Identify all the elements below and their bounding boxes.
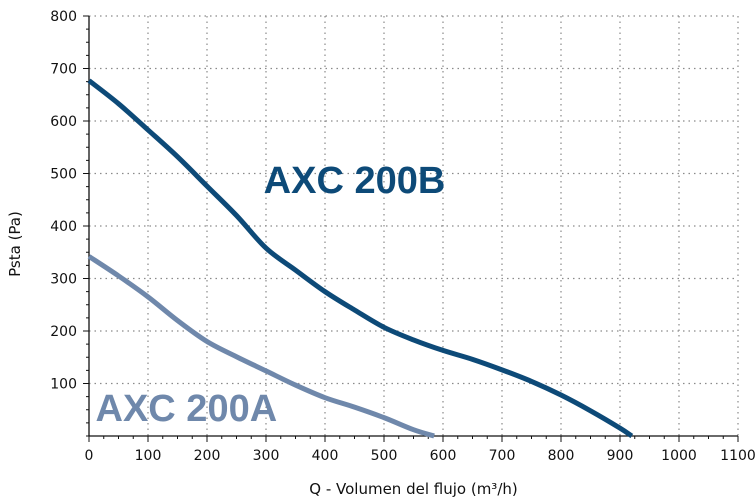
- series-label-0: AXC 200B: [264, 160, 446, 202]
- y-tick-label: 600: [50, 114, 77, 130]
- x-tick-label: 400: [312, 448, 339, 464]
- series-line-1: [87, 254, 435, 439]
- series: [87, 78, 634, 439]
- series-label-1: AXC 200A: [96, 388, 278, 430]
- x-tick-label: 600: [430, 448, 457, 464]
- y-tick-label: 800: [50, 9, 77, 25]
- series-line-0: [87, 78, 634, 439]
- y-axis-title: Psta (Pa): [6, 211, 24, 277]
- x-tick-label: 700: [489, 448, 516, 464]
- x-tick-label: 800: [548, 448, 575, 464]
- x-tick-label: 0: [85, 448, 94, 464]
- x-tick-label: 200: [194, 448, 221, 464]
- x-tick-label: 500: [371, 448, 398, 464]
- y-tick-label: 500: [50, 167, 77, 183]
- y-tick-label: 700: [50, 62, 77, 78]
- axis-ticks: 0 100 200 300 400 500 600 700 800 900 1000 1100 100 2…: [50, 9, 756, 464]
- x-tick-label: 100: [135, 448, 162, 464]
- x-tick-label: 300: [253, 448, 280, 464]
- series-labels: AXC 200B AXC 200A: [96, 160, 446, 430]
- y-tick-label: 200: [50, 324, 77, 340]
- y-tick-label: 100: [50, 377, 77, 393]
- x-tick-label: 1000: [661, 448, 697, 464]
- y-tick-label: 400: [50, 219, 77, 235]
- y-tick-label: 300: [50, 272, 77, 288]
- x-tick-label: 900: [607, 448, 634, 464]
- x-tick-label: 1100: [720, 448, 756, 464]
- grid: [89, 15, 739, 436]
- x-axis-title: Q - Volumen del flujo (m³/h): [309, 480, 517, 498]
